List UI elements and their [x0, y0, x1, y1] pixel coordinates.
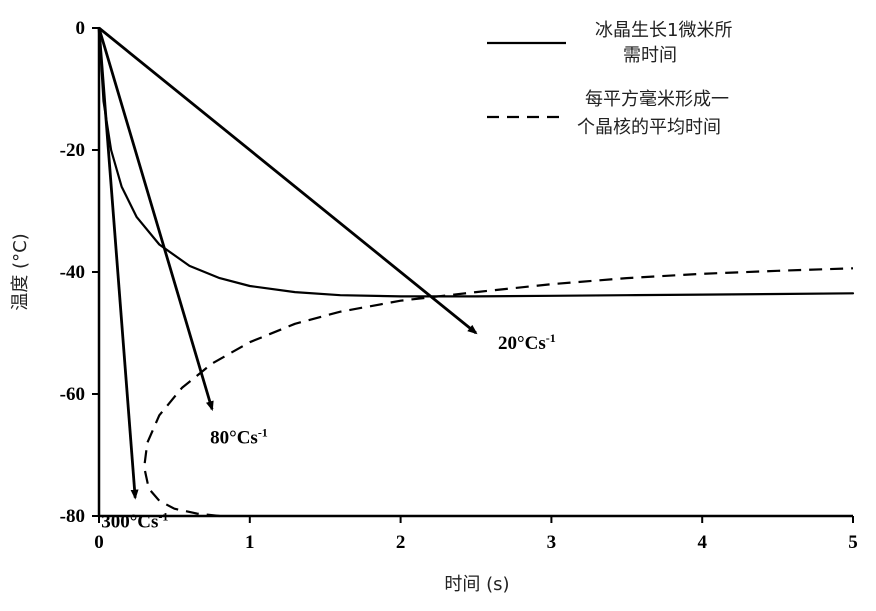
cooling-rate-label: 80°Cs-1	[210, 425, 268, 448]
y-tick-label: -40	[60, 262, 85, 283]
y-tick-label: 0	[76, 18, 86, 39]
cooling-rate-arrow	[98, 26, 478, 335]
axes: 0 1 2 3 4 5 0 -20 -40 -60 -80	[60, 18, 858, 553]
y-tick-label: -80	[60, 506, 85, 527]
legend-label: 每平方毫米形成一	[585, 89, 729, 110]
y-axis-label: 温度 (°C)	[10, 233, 31, 310]
legend-label: 冰晶生长1微米所	[595, 20, 732, 41]
x-tick-label: 5	[848, 532, 858, 553]
legend-label: 个晶核的平均时间	[577, 117, 721, 138]
x-tick-label: 1	[245, 532, 255, 553]
cooling-rate-arrow	[97, 27, 139, 500]
cooling-rate-arrow	[97, 27, 214, 412]
y-tick-label: -60	[60, 384, 85, 405]
cooling-rate-label: 20°Cs-1	[498, 331, 556, 354]
y-tick-label: -20	[60, 140, 85, 161]
x-axis-label: 时间 (s)	[444, 574, 509, 595]
x-tick-label: 4	[697, 532, 707, 553]
series-layer	[97, 26, 855, 518]
x-tick-label: 0	[94, 532, 104, 553]
legend-label: 需时间	[623, 45, 677, 66]
arrow-layer: 20°Cs-1 80°Cs-1 300°Cs-1	[97, 26, 556, 533]
x-tick-label: 3	[547, 532, 557, 553]
growth-time-curve	[97, 26, 855, 298]
cooling-rate-label: 300°Cs-1	[101, 510, 168, 533]
x-tick-label: 2	[396, 532, 406, 553]
nucleation-time-curve	[143, 267, 854, 518]
